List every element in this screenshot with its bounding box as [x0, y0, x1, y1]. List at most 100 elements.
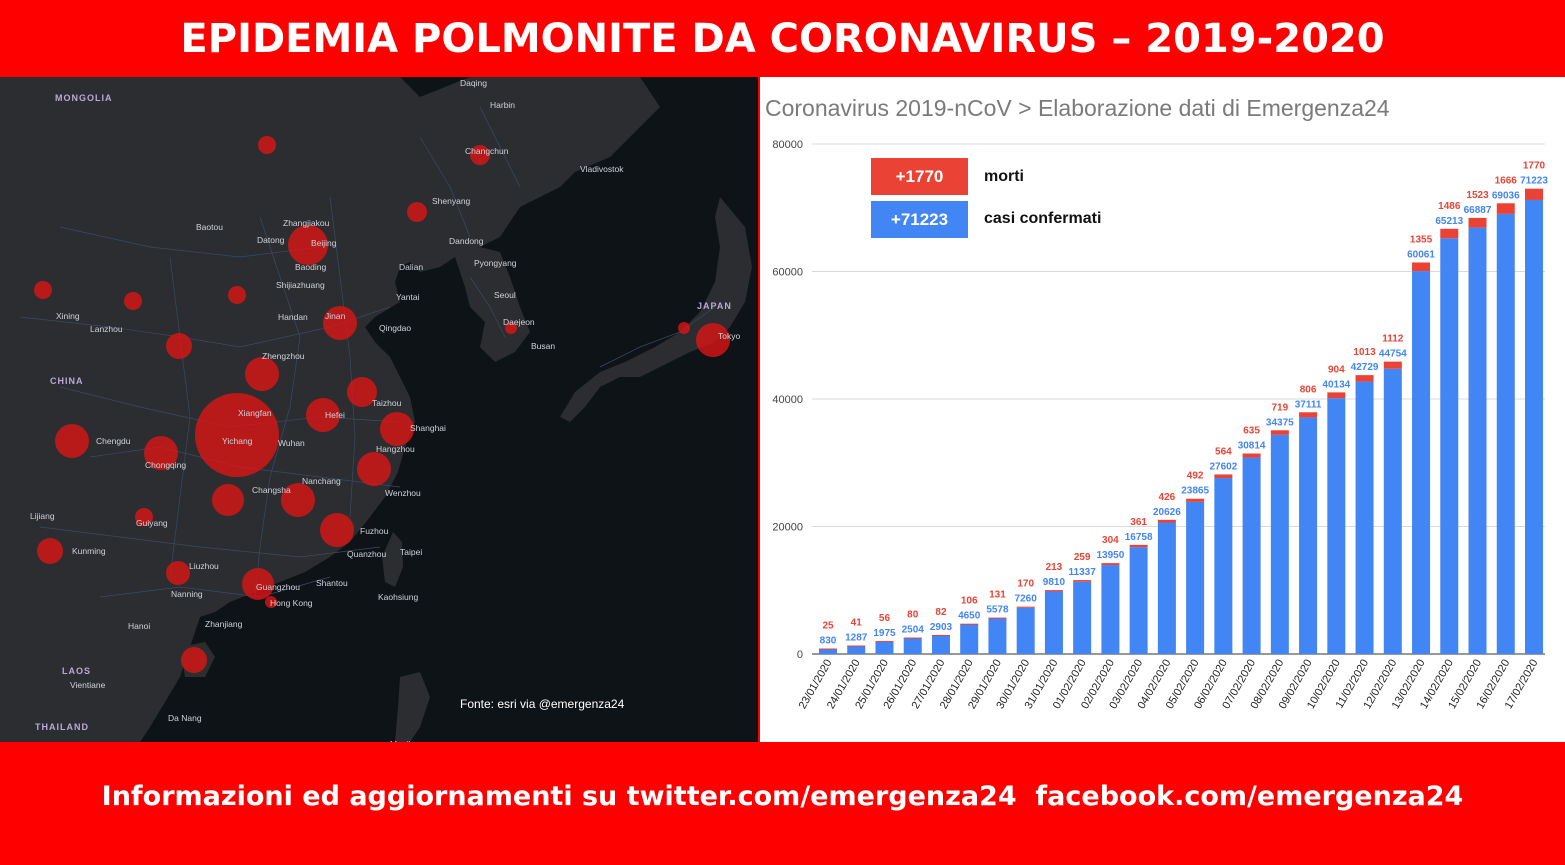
bar-deaths: [931, 634, 950, 636]
bar-chart: 0 20000 40000 60000 80000 830 25 1287 41 1975 56 2…: [772, 139, 1548, 711]
place-label: Shijiazhuang: [276, 280, 325, 290]
data-label-deaths: 80: [907, 610, 919, 621]
bar-cases: [1242, 457, 1261, 654]
y-tick-label: 0: [797, 649, 803, 661]
bar-deaths: [960, 623, 979, 625]
data-label-deaths: 25: [822, 621, 834, 632]
place-label: Chengdu: [96, 436, 131, 446]
bar-cases: [1496, 213, 1515, 654]
bar-cases: [1157, 522, 1176, 654]
data-label-cases: 60061: [1407, 249, 1435, 260]
bar-deaths: [1327, 392, 1346, 399]
place-label: Taipei: [400, 547, 422, 557]
bar-cases: [1101, 565, 1120, 654]
data-label-deaths: 56: [879, 613, 891, 624]
place-label: Tokyo: [718, 331, 740, 341]
data-label-cases: 20626: [1153, 507, 1181, 518]
data-label-cases: 2903: [930, 622, 953, 633]
place-label: Hefei: [325, 410, 345, 420]
place-label: Daqing: [460, 78, 487, 88]
data-label-cases: 42729: [1351, 362, 1379, 373]
bar-deaths: [1299, 412, 1318, 418]
bar-deaths: [1101, 563, 1120, 566]
bar-deaths: [1073, 580, 1092, 582]
road: [59, 226, 321, 258]
data-label-deaths: 213: [1046, 562, 1063, 573]
place-label: Jinan: [325, 311, 346, 321]
map-canvas: MONGOLIACHINAJAPANLAOSTHAILANDVIETNAMDaq…: [0, 77, 758, 742]
road: [599, 306, 716, 368]
bar-deaths: [1355, 375, 1374, 382]
data-label-cases: 71223: [1520, 176, 1548, 187]
bar-deaths: [1242, 453, 1261, 458]
bars: 830 25 1287 41 1975 56 2504 80 2903 82 4650 106 5578…: [819, 161, 1548, 654]
case-marker: [323, 306, 357, 340]
place-label: Datong: [257, 235, 285, 245]
legend-deaths-box: +1770: [871, 158, 968, 195]
footer-text: Informazioni ed aggiornamenti su twitter…: [101, 781, 1464, 812]
case-marker: [380, 412, 414, 446]
bar-deaths: [1270, 430, 1289, 435]
place-label: Nanchang: [302, 476, 341, 486]
data-label-cases: 2504: [902, 625, 925, 636]
case-marker: [288, 225, 328, 265]
outbreak-map: MONGOLIACHINAJAPANLAOSTHAILANDVIETNAMDaq…: [0, 77, 758, 742]
data-label-deaths: 426: [1159, 492, 1176, 503]
place-label: Hong Kong: [270, 598, 313, 608]
place-label: Seoul: [494, 290, 516, 300]
bar-deaths: [1468, 217, 1487, 228]
data-label-cases: 830: [820, 636, 837, 647]
data-label-cases: 34375: [1266, 417, 1294, 428]
place-label: Zhangjiakou: [283, 218, 330, 228]
data-label-deaths: 259: [1074, 552, 1091, 563]
place-label: Shantou: [316, 578, 348, 588]
place-label: Changchun: [465, 146, 509, 156]
place-label: CHINA: [50, 376, 84, 386]
y-tick-label: 80000: [772, 139, 803, 151]
data-label-cases: 1975: [873, 628, 896, 639]
bar-cases: [1016, 607, 1035, 654]
data-label-deaths: 1355: [1410, 234, 1433, 245]
road: [469, 276, 506, 338]
data-label-cases: 40134: [1322, 379, 1350, 390]
case-marker: [245, 357, 279, 391]
bar-cases: [903, 638, 922, 654]
bar-deaths: [1214, 474, 1233, 479]
place-label: JAPAN: [697, 301, 732, 311]
data-label-deaths: 361: [1130, 517, 1147, 528]
place-label: Shanghai: [410, 423, 446, 433]
case-marker: [258, 136, 276, 154]
data-label-cases: 1287: [845, 633, 868, 644]
place-label: Xiangfan: [238, 408, 272, 418]
case-marker: [505, 322, 517, 334]
legend-deaths-label: morti: [984, 168, 1024, 185]
data-label-deaths: 1770: [1523, 161, 1546, 172]
place-label: Kaohsiung: [378, 592, 418, 602]
map-source: Fonte: esri via @emergenza24: [460, 697, 625, 711]
place-label: LAOS: [62, 666, 91, 676]
japan: [560, 197, 752, 422]
y-tick-label: 60000: [772, 267, 803, 279]
case-marker: [306, 398, 340, 432]
data-label-cases: 11337: [1069, 567, 1097, 578]
road: [329, 196, 356, 518]
data-label-deaths: 170: [1017, 579, 1034, 590]
bar-deaths: [1044, 590, 1063, 592]
case-marker: [678, 322, 690, 334]
case-marker: [144, 436, 178, 470]
case-marker: [195, 393, 279, 477]
case-marker: [166, 333, 192, 359]
data-label-deaths: 1486: [1438, 201, 1461, 212]
case-marker: [357, 452, 391, 486]
data-label-cases: 27602: [1209, 461, 1237, 472]
data-label-cases: 7260: [1015, 594, 1038, 605]
place-label: Vladivostok: [580, 164, 624, 174]
y-tick-label: 20000: [772, 522, 803, 534]
place-label: Busan: [531, 341, 555, 351]
bar-cases: [1327, 398, 1346, 654]
bar-cases: [1129, 547, 1148, 654]
y-tick-label: 40000: [772, 394, 803, 406]
place-label: Kunming: [72, 546, 106, 556]
data-label-deaths: 635: [1243, 426, 1260, 437]
place-label: Yantai: [396, 292, 420, 302]
